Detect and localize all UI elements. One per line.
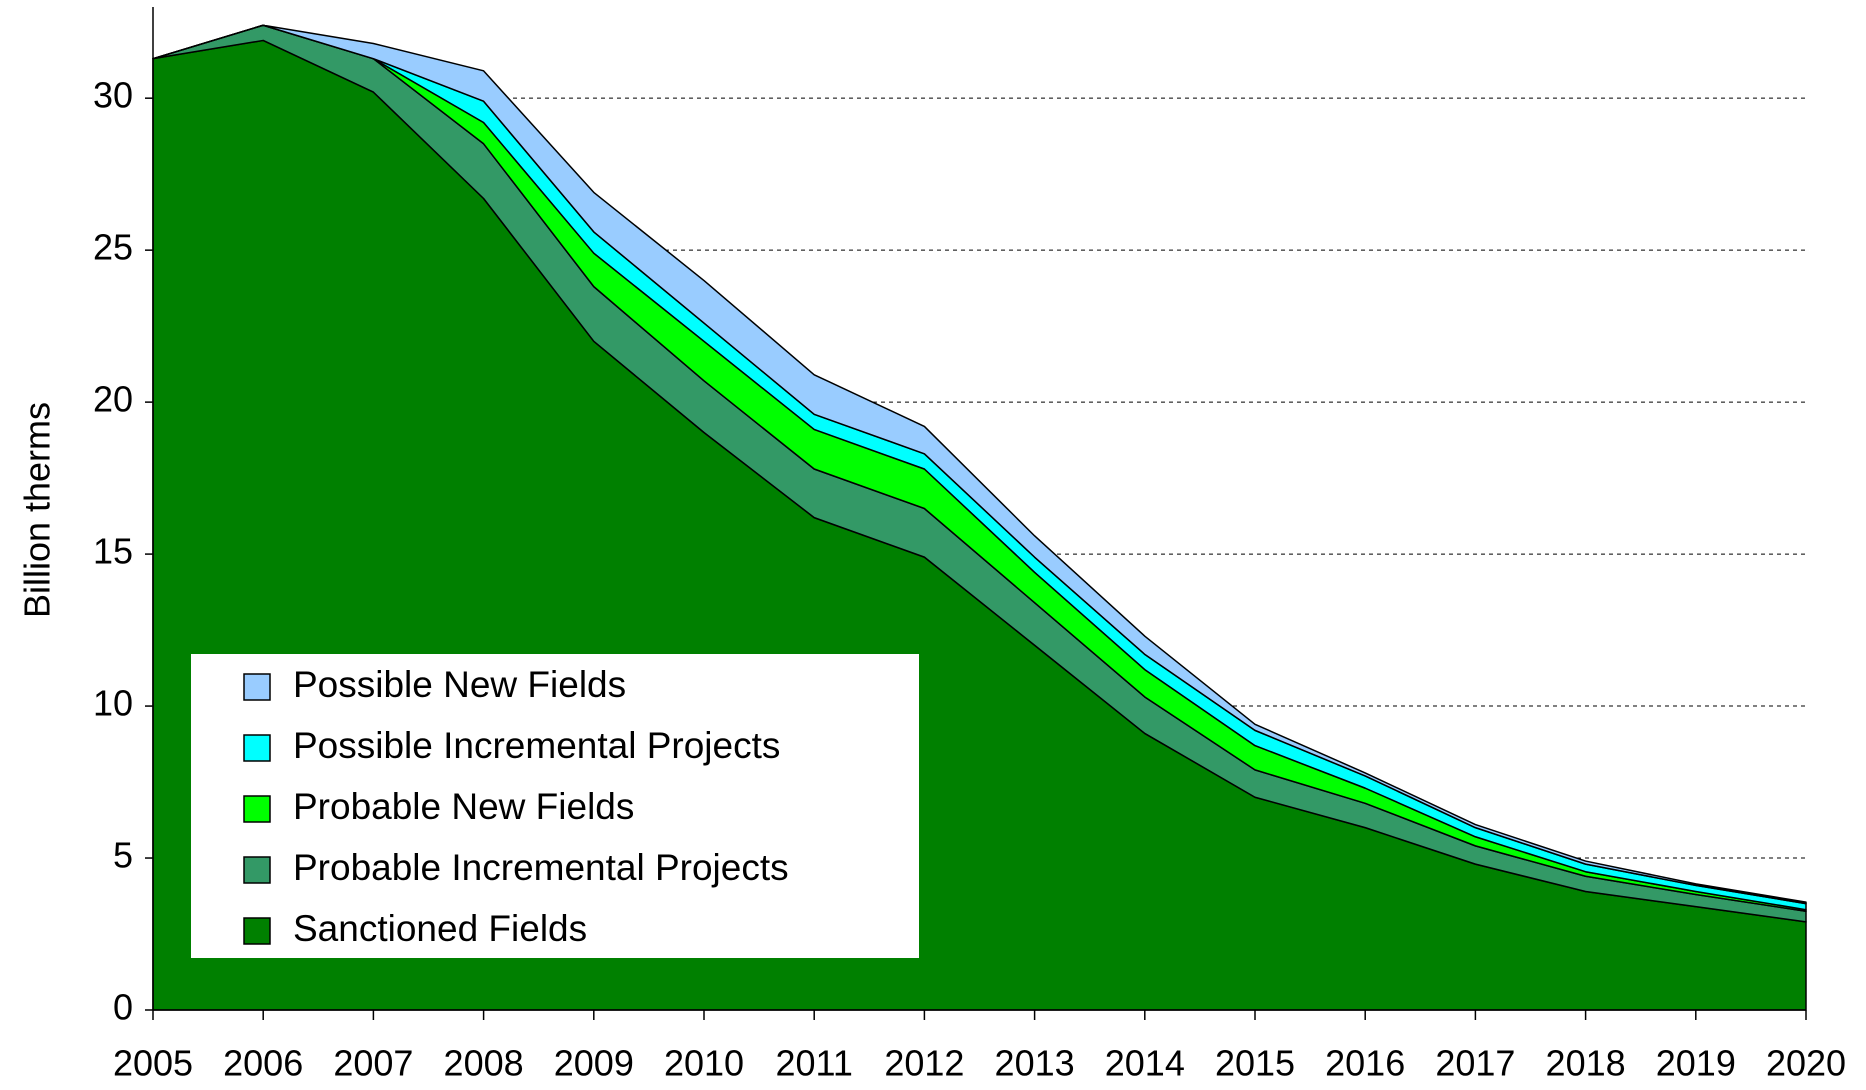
y-tick-label: 0	[113, 987, 133, 1028]
legend-label: Possible New Fields	[293, 664, 626, 705]
x-tick-label: 2019	[1656, 1043, 1736, 1084]
y-tick-label: 30	[93, 75, 133, 116]
x-tick-label: 2014	[1105, 1043, 1185, 1084]
x-tick-label: 2016	[1325, 1043, 1405, 1084]
x-tick-label: 2006	[223, 1043, 303, 1084]
legend-box	[191, 654, 919, 958]
y-axis-label: Billion therms	[17, 402, 58, 618]
legend-label: Probable New Fields	[293, 786, 634, 827]
y-tick-label: 15	[93, 531, 133, 572]
x-tick-label: 2015	[1215, 1043, 1295, 1084]
y-tick-label: 5	[113, 835, 133, 876]
legend-swatch	[243, 673, 271, 701]
legend-label: Possible Incremental Projects	[293, 725, 780, 766]
legend: Possible New Fields Possible Incremental …	[191, 654, 919, 958]
legend-swatch	[243, 917, 271, 945]
x-tick-label: 2018	[1546, 1043, 1626, 1084]
y-tick-label: 25	[93, 227, 133, 268]
x-tick-label: 2011	[775, 1043, 852, 1084]
legend-swatch	[243, 856, 271, 884]
legend-label: Probable Incremental Projects	[293, 847, 789, 888]
x-tick-label: 2009	[554, 1043, 634, 1084]
y-tick-label: 20	[93, 379, 133, 420]
x-tick-label: 2012	[884, 1043, 964, 1084]
x-tick-label: 2005	[113, 1043, 193, 1084]
legend-swatch	[243, 795, 271, 823]
x-tick-label: 2010	[664, 1043, 744, 1084]
legend-swatch	[243, 734, 271, 762]
y-tick-label: 10	[93, 683, 133, 724]
x-tick-label: 2008	[444, 1043, 524, 1084]
legend-label: Sanctioned Fields	[293, 908, 587, 949]
x-tick-label: 2013	[995, 1043, 1075, 1084]
x-tick-label: 2007	[333, 1043, 413, 1084]
x-tick-label: 2017	[1435, 1043, 1515, 1084]
x-tick-label: 2020	[1766, 1043, 1846, 1084]
area	[152, 24, 1807, 905]
